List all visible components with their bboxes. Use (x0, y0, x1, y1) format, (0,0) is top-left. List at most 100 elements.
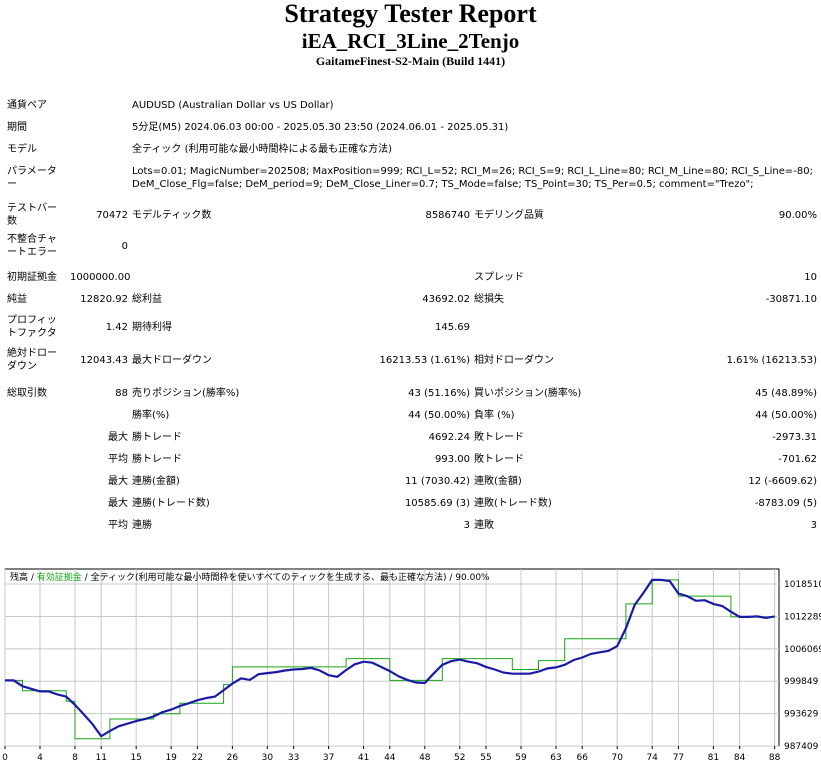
chart-x-tick-label: 52 (454, 753, 465, 763)
bars-label: テストバー数 (7, 203, 57, 227)
symbol-label: 通貨ペア (7, 99, 47, 111)
max-prefix: 最大 (108, 497, 128, 509)
profit-factor-label: プロフィットファクタ (7, 315, 57, 339)
chart-x-tick-label: 4 (37, 753, 43, 763)
quality-value: 90.00% (778, 209, 818, 221)
total-trades-label: 総取引数 (7, 387, 47, 399)
chart-x-tick-label: 22 (192, 753, 203, 763)
max-consec-loss-money-value: 12 (-6609.62) (748, 475, 818, 487)
profit-factor-value: 1.42 (105, 321, 128, 333)
max-consec-win-money-label: 連勝(金額) (132, 475, 180, 487)
balance-series-line (5, 578, 775, 738)
max-drawdown-value: 16213.53 (1.61%) (379, 354, 470, 366)
chart-x-tick-label: 55 (480, 753, 491, 763)
max-prefix: 最大 (108, 475, 128, 487)
avg-loss-value: -701.62 (778, 453, 818, 465)
largest-win-value: 4692.24 (428, 431, 470, 443)
chart-x-tick-label: 48 (419, 753, 431, 763)
avg-win-value: 993.00 (435, 453, 470, 465)
legend-quality: / 90.00% (447, 573, 491, 583)
win-rate-label: 勝率(%) (132, 409, 170, 421)
gross-profit-label: 総利益 (132, 293, 162, 305)
max-drawdown-label: 最大ドローダウン (132, 354, 212, 366)
short-positions-value: 43 (51.16%) (408, 387, 470, 399)
win-rate-value: 44 (50.00%) (408, 409, 470, 421)
rel-drawdown-value: 1.61% (16213.53) (726, 354, 818, 366)
largest-loss-label: 敗トレード (474, 431, 524, 443)
largest-loss-value: -2973.31 (772, 431, 818, 443)
chart-x-tick-label: 15 (130, 753, 141, 763)
avg-win-label: 勝トレード (132, 453, 182, 465)
report-table: 通貨ペア AUDUSD (Australian Dollar vs US Dol… (5, 94, 819, 536)
gross-loss-value: -30871.10 (765, 293, 818, 305)
chart-x-tick-label: 74 (646, 753, 658, 763)
chart-x-tick-label: 8 (72, 753, 78, 763)
max-consec-loss-trades-value: -8783.09 (5) (754, 497, 818, 509)
legend-sep-1: / (28, 573, 37, 583)
chart-x-tick-label: 0 (2, 753, 8, 763)
period-value: 5分足(M5) 2024.06.03 00:00 - 2025.05.30 23… (132, 121, 509, 133)
chart-plot-area (4, 568, 780, 747)
chart-y-tick-label: 987409 (784, 742, 819, 752)
equity-chart-svg: 101851010122891006069999849993629987409 … (2, 568, 821, 763)
max-prefix: 最大 (108, 431, 128, 443)
chart-legend: 残高 / 有効証拠金 / 全ティック(利用可能な最小時間枠を使いすべてのティック… (10, 571, 490, 583)
mismatch-label: 不整合チャートエラー (7, 234, 57, 258)
chart-y-tick-label: 1006069 (784, 645, 821, 655)
avg-consec-win-value: 3 (463, 519, 470, 531)
chart-x-tick-label: 70 (611, 753, 623, 763)
gross-profit-value: 43692.02 (422, 293, 470, 305)
chart-x-tick-label: 26 (227, 753, 239, 763)
equity-chart: 1018510 1012289 1006069 999849 993629 987409 … (0, 566, 821, 766)
chart-x-tick-label: 63 (550, 753, 561, 763)
avg-prefix: 平均 (108, 519, 128, 531)
chart-x-tick-label: 44 (384, 753, 396, 763)
chart-y-tick-label: 1012289 (784, 612, 821, 622)
abs-drawdown-value: 12043.43 (80, 354, 128, 366)
max-consec-win-trades-label: 連勝(トレード数) (132, 497, 210, 509)
loss-rate-label: 負率 (%) (474, 409, 515, 421)
chart-x-tick-label: 77 (673, 753, 684, 763)
chart-y-tick-label: 993629 (784, 710, 819, 720)
max-consec-win-money-value: 11 (7030.42) (404, 475, 470, 487)
chart-y-tick-label: 999849 (784, 677, 819, 687)
chart-x-tick-label: 66 (576, 753, 588, 763)
symbol-value: AUDUSD (Australian Dollar vs US Dollar) (132, 99, 334, 111)
short-positions-label: 売りポジション(勝率%) (132, 387, 240, 399)
max-consec-win-trades-value: 10585.69 (3) (404, 497, 470, 509)
legend-equity: 有効証拠金 (37, 571, 82, 583)
gross-loss-label: 総損失 (474, 293, 504, 305)
loss-rate-value: 44 (50.00%) (755, 409, 818, 421)
avg-loss-label: 敗トレード (474, 453, 524, 465)
chart-x-tick-label: 84 (734, 753, 746, 763)
chart-y-axis: 1018510 1012289 1006069 999849 993629 987409 (784, 580, 821, 752)
largest-win-label: 勝トレード (132, 431, 182, 443)
avg-consec-loss-label: 連敗 (474, 519, 494, 531)
avg-consec-win-label: 連勝 (132, 519, 152, 531)
params-value: Lots=0.01; MagicNumber=202508; MaxPositi… (132, 166, 813, 190)
expected-payoff-label: 期待利得 (132, 321, 172, 333)
chart-x-tick-label: 81 (708, 753, 719, 763)
chart-x-tick-label: 11 (95, 753, 106, 763)
mismatch-value: 0 (121, 240, 128, 252)
period-label: 期間 (7, 121, 27, 133)
deposit-label: 初期証拠金 (7, 271, 57, 283)
server-build: GaitameFinest-S2-Main (Build 1441) (315, 54, 506, 68)
rel-drawdown-label: 相対ドローダウン (474, 354, 554, 366)
ea-name: iEA_RCI_3Line_2Tenjo (301, 29, 520, 53)
max-consec-loss-money-label: 連敗(金額) (474, 475, 522, 487)
spread-value: 10 (804, 271, 818, 283)
net-profit-value: 12820.92 (80, 293, 128, 305)
chart-x-tick-label: 41 (358, 753, 369, 763)
equity-series-line (5, 579, 776, 740)
chart-x-tick-label: 33 (288, 753, 299, 763)
model-value: 全ティック (利用可能な最小時間枠による最も正確な方法) (132, 143, 393, 155)
legend-sep-2: / (82, 573, 91, 583)
abs-drawdown-label: 絶対ドローダウン (7, 348, 57, 372)
chart-x-tick-label: 19 (165, 753, 177, 763)
long-positions-value: 45 (48.89%) (755, 387, 818, 399)
chart-y-tick-label: 1018510 (784, 580, 821, 590)
chart-x-tick-label: 88 (769, 753, 781, 763)
total-trades-value: 88 (115, 387, 128, 399)
model-label: モデル (7, 143, 37, 155)
